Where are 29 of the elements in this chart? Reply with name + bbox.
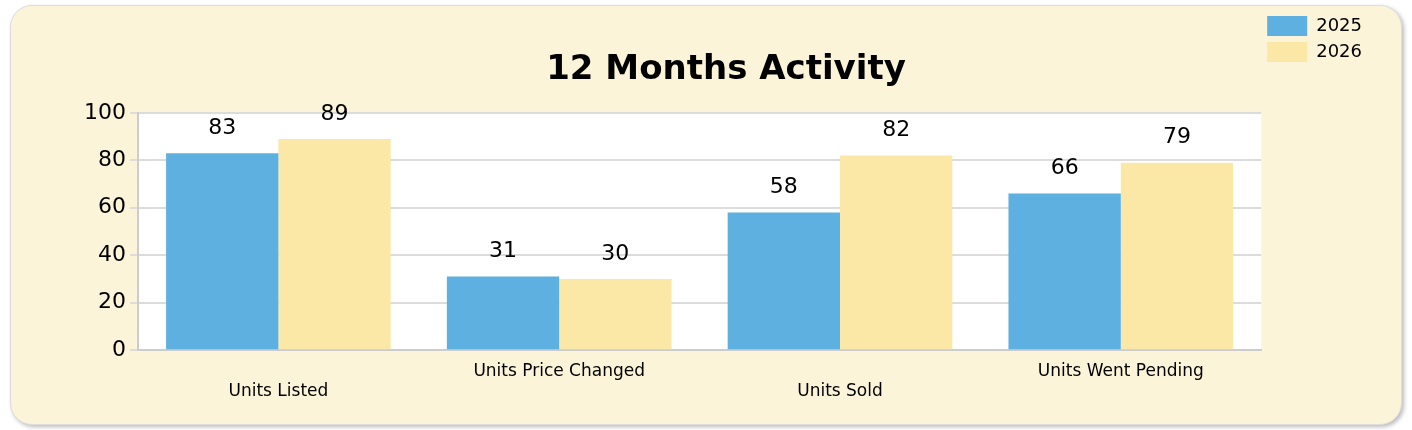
x-tick-label: Units Price Changed bbox=[473, 359, 645, 380]
data-label: 66 bbox=[1050, 154, 1079, 180]
bar bbox=[1008, 193, 1121, 350]
y-tick-label: 80 bbox=[97, 146, 126, 171]
x-tick-label: Units Listed bbox=[228, 380, 329, 401]
data-label: 89 bbox=[320, 99, 349, 125]
data-label: 82 bbox=[882, 116, 911, 142]
bar bbox=[166, 153, 279, 350]
bar bbox=[559, 278, 672, 350]
x-tick-label: Units Went Pending bbox=[1037, 359, 1204, 380]
data-label: 31 bbox=[489, 237, 518, 263]
bar bbox=[446, 276, 560, 350]
legend-label: 2026 bbox=[1316, 39, 1362, 61]
bar bbox=[1120, 162, 1234, 350]
bar bbox=[727, 212, 840, 350]
chart-title: 12 Months Activity bbox=[546, 47, 906, 88]
y-tick-label: 100 bbox=[83, 98, 126, 124]
bar bbox=[839, 155, 953, 350]
data-label: 83 bbox=[208, 113, 237, 139]
y-tick-label: 40 bbox=[97, 240, 126, 266]
y-tick-label: 20 bbox=[97, 288, 126, 314]
data-label: 58 bbox=[769, 173, 798, 199]
y-tick-label: 0 bbox=[111, 335, 126, 361]
data-label: 30 bbox=[601, 239, 630, 265]
x-tick-label: Units Sold bbox=[797, 380, 883, 401]
bar bbox=[278, 138, 391, 350]
y-tick-label: 60 bbox=[97, 193, 126, 219]
legend-label: 2025 bbox=[1316, 13, 1362, 35]
data-label: 79 bbox=[1162, 123, 1191, 149]
